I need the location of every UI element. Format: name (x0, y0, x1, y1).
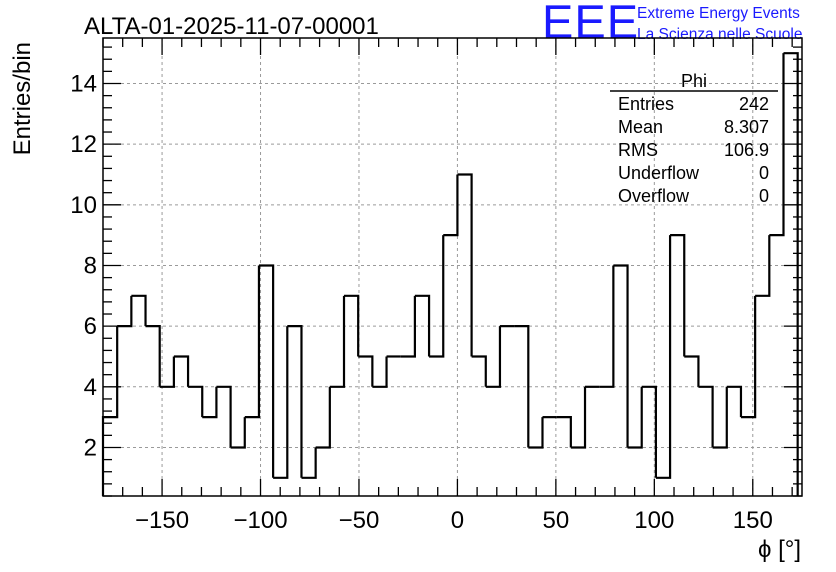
histogram-bin (273, 326, 289, 479)
y-tick-label: 10 (70, 192, 97, 219)
histogram-bin (570, 386, 587, 449)
histogram-bin (641, 385, 657, 478)
y-tick-label: 2 (84, 434, 97, 461)
stats-title: Phi (681, 71, 707, 91)
histogram-bin (783, 52, 799, 496)
histogram-bin (358, 355, 374, 387)
stats-rows: Entries 242 Mean 8.307 RMS 106.9 Underflow 0 Ove… (618, 94, 769, 206)
histogram-bin (202, 386, 218, 419)
stats-value: 242 (739, 94, 769, 114)
histogram-bin (627, 386, 643, 449)
histogram-bin (145, 325, 161, 387)
histogram-bin (301, 447, 317, 479)
histogram-bin (485, 326, 502, 388)
histogram-bin (740, 295, 757, 419)
stats-value: 0 (759, 163, 769, 183)
histogram-bin (344, 294, 360, 357)
histogram-bin (684, 355, 700, 387)
grid-layer (103, 38, 802, 496)
histogram-bin (698, 385, 714, 448)
histogram-bin (173, 355, 190, 387)
brand-line-1: Extreme Energy Events (637, 5, 800, 22)
histogram-bin (329, 295, 346, 388)
histogram-bin (131, 294, 147, 327)
histogram-bin (670, 234, 686, 357)
y-tick-label: 6 (84, 313, 97, 340)
x-tick-label: 150 (733, 507, 773, 534)
histogram-bin (726, 385, 743, 418)
histogram-bin (188, 385, 204, 418)
histogram-bin (117, 295, 133, 328)
x-tick-label: −150 (135, 507, 189, 534)
x-axis-label: ϕ [°] (758, 536, 801, 563)
y-tick-label: 8 (84, 252, 97, 279)
histogram-bin (230, 417, 246, 449)
histogram-bin (216, 385, 232, 448)
stats-box: Phi Entries 242 Mean 8.307 RMS 106.9 Underflow… (610, 71, 778, 206)
histogram-bin (769, 53, 785, 237)
histogram-bin (315, 386, 331, 449)
histogram-bin (514, 325, 530, 448)
x-tick-label: 50 (543, 507, 570, 534)
stats-value: 0 (759, 186, 769, 206)
x-tick-label: 100 (634, 507, 674, 534)
x-tick-label: −50 (339, 507, 380, 534)
histogram-bin (613, 264, 629, 448)
histogram-bin (655, 235, 672, 479)
stats-label: RMS (618, 140, 658, 160)
histogram-bin (471, 355, 487, 387)
histogram-bin (400, 295, 416, 358)
histogram-bin (528, 417, 544, 449)
x-tick-label: −100 (233, 507, 287, 534)
stats-label: Entries (618, 94, 674, 114)
histogram-bin (159, 356, 175, 388)
y-tick-label: 14 (70, 70, 97, 97)
stats-value: 8.307 (724, 117, 769, 137)
histogram-bin (457, 173, 473, 357)
histogram-bin (755, 235, 771, 297)
stats-value: 106.9 (724, 140, 769, 160)
y-tick-label: 12 (70, 131, 97, 158)
histogram-layer (101, 52, 799, 496)
y-axis-label: Entries/bin (9, 42, 36, 155)
histogram-bin (429, 235, 445, 358)
plot-frame (102, 37, 803, 497)
histogram-bin (443, 174, 459, 237)
stats-label: Underflow (618, 163, 700, 183)
axis-layer: −150 −100 −50 0 50 100 150 2 4 6 8 10 12 14 (70, 37, 803, 534)
stats-label: Overflow (618, 186, 690, 206)
histogram-bin (287, 325, 303, 478)
histogram-bin (372, 356, 388, 388)
stats-label: Mean (618, 117, 663, 137)
histogram-bin (244, 265, 261, 419)
x-tick-label: 0 (451, 507, 464, 534)
histogram-bin (556, 416, 572, 448)
chart-title: ALTA-01-2025-11-07-00001 (84, 13, 379, 40)
histogram-bin (599, 265, 615, 388)
histogram-bin (712, 386, 728, 449)
histogram-bin (258, 264, 275, 478)
y-tick-label: 4 (84, 374, 97, 401)
histogram-bin (414, 294, 431, 357)
